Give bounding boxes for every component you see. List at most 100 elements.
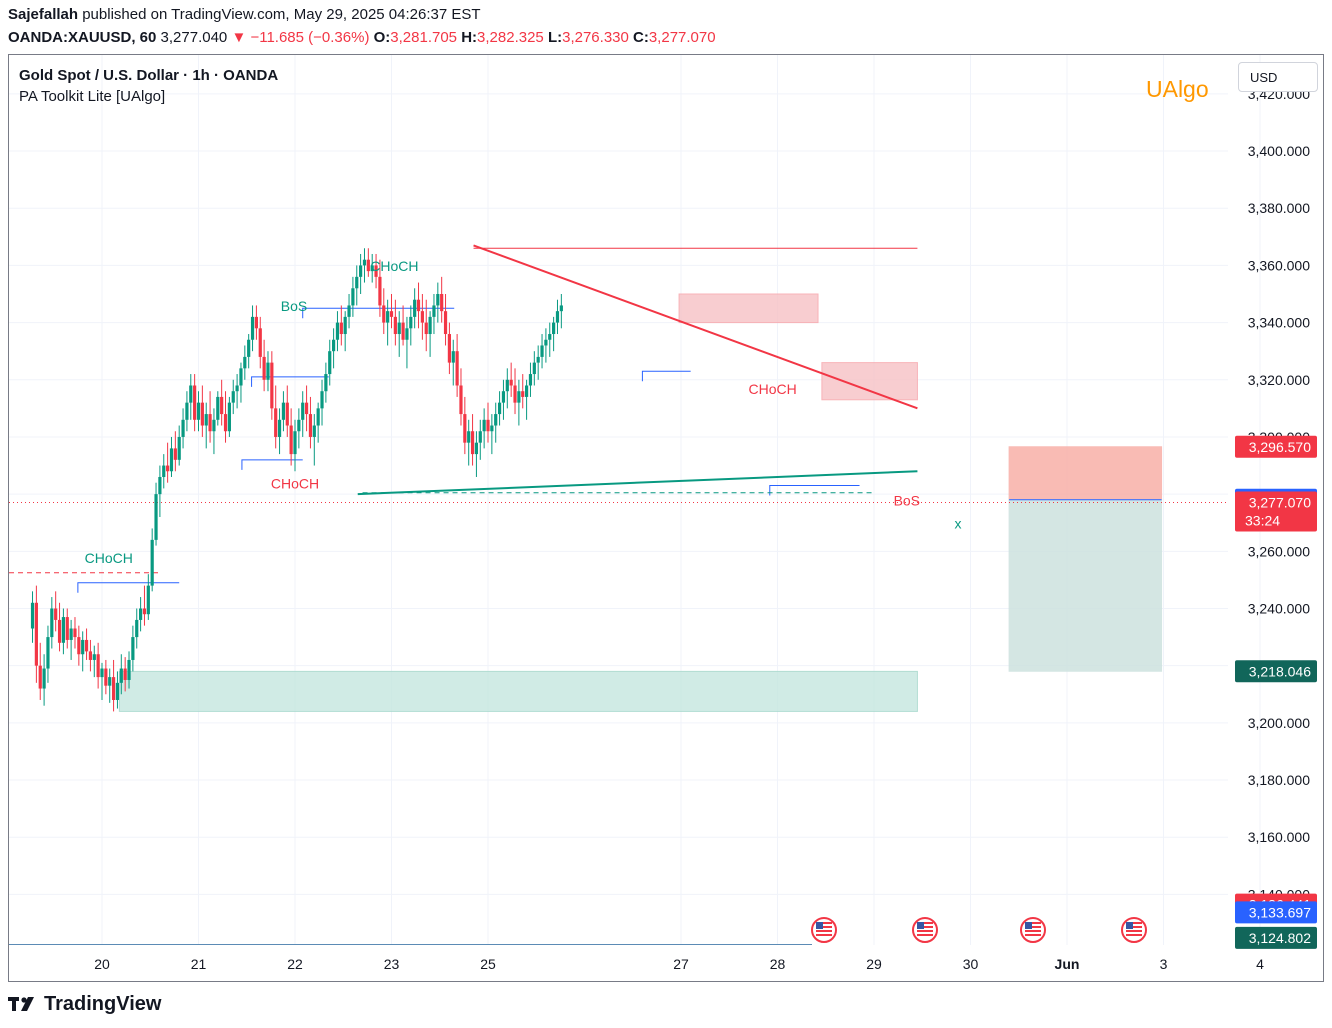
bull-candle: [428, 311, 432, 357]
price-label-box: [1235, 491, 1317, 532]
tradingview-logo[interactable]: TradingView: [8, 993, 161, 1016]
bull-candle: [196, 391, 201, 432]
bear-candle: [401, 305, 405, 346]
candle-body: [409, 316, 413, 329]
bear-candle: [166, 442, 170, 483]
bull-candle: [451, 339, 455, 386]
bull-candle: [501, 379, 506, 420]
price-label-box: [1235, 901, 1317, 924]
candle-body: [374, 265, 378, 277]
y-tick-label: 3,360.000: [1248, 257, 1310, 273]
currency-button[interactable]: USD: [1238, 62, 1318, 92]
candle-body: [57, 619, 62, 643]
candle-body: [386, 311, 390, 323]
trendline: [473, 244, 918, 410]
candle-body: [69, 628, 73, 640]
bull-candle: [397, 311, 401, 357]
candle-body: [177, 436, 181, 460]
us-flag-icon[interactable]: [1020, 917, 1046, 943]
bull-candle: [231, 379, 235, 415]
high-key: H:: [461, 29, 478, 46]
candle-body: [332, 339, 336, 352]
bear-candle: [77, 625, 81, 666]
candle-body: [490, 425, 494, 432]
candle-body: [123, 668, 127, 680]
candle-body: [254, 316, 258, 329]
candle-body: [88, 651, 93, 660]
bull-candle: [100, 662, 104, 700]
us-flag-icon[interactable]: [811, 917, 837, 943]
bear-candle: [455, 334, 459, 397]
price-label-box: [1235, 660, 1317, 683]
bull-candle: [335, 311, 340, 352]
candle-body: [316, 408, 320, 426]
bull-candle: [243, 345, 247, 380]
bear-candle: [339, 305, 343, 346]
bull-candle: [127, 651, 131, 689]
bear-candle: [258, 316, 262, 369]
bear-candle: [389, 294, 394, 329]
candle-body: [285, 402, 289, 426]
us-flag-icon[interactable]: [1121, 917, 1147, 943]
us-flag-icon[interactable]: [912, 917, 938, 943]
bull-candle: [146, 574, 150, 620]
high-value: 3,282.325: [477, 29, 544, 46]
bull-candle: [61, 608, 65, 655]
structure-label: CHoCH: [370, 258, 418, 274]
candle-body: [474, 442, 479, 455]
candle-body: [347, 305, 351, 317]
bull-candle: [281, 391, 286, 432]
bear-candle: [304, 385, 309, 432]
bull-candle: [204, 402, 208, 449]
chart-legend-title[interactable]: Gold Spot / U.S. Dollar · 1h · OANDA: [19, 67, 279, 84]
supply-zone: [678, 293, 819, 324]
price-label-text: 3,218.046: [1249, 663, 1311, 679]
structure-line: [77, 582, 180, 593]
bull-candle: [544, 328, 548, 363]
flag-stripe: [1126, 926, 1142, 928]
bull-candle: [482, 408, 486, 449]
y-tick-label: 3,320.000: [1248, 372, 1310, 388]
candle-body: [443, 311, 448, 335]
flag-stripe: [917, 934, 933, 936]
candle-body: [139, 608, 143, 620]
candle-body: [536, 356, 540, 363]
bull-candle: [169, 436, 174, 477]
bear-candle: [262, 339, 266, 392]
y-tick-label: 3,400.000: [1248, 143, 1310, 159]
ohlc-header: OANDA:XAUUSD, 60 3,277.040 ▼ −11.685 (−0…: [8, 29, 716, 46]
candle-body: [258, 328, 262, 357]
x-tick-label: 20: [94, 956, 110, 972]
x-tick-label: 28: [770, 956, 786, 972]
candle-body: [34, 602, 38, 666]
x-tick-label: 4: [1256, 956, 1264, 972]
candle-body: [104, 668, 108, 686]
short_target-zone: [1008, 499, 1163, 672]
candle-body: [486, 419, 490, 432]
bull-candle: [436, 282, 440, 323]
bear-candle: [220, 379, 224, 426]
bull-candle: [139, 597, 143, 632]
price-label-box: [1235, 435, 1317, 458]
tradingview-logo-icon: [8, 996, 34, 1011]
indicator-legend[interactable]: PA Toolkit Lite [UAlgo]: [19, 88, 166, 105]
candle-body: [428, 316, 432, 335]
candle-body: [482, 419, 486, 432]
candle-body: [293, 431, 297, 455]
candle-body: [127, 659, 131, 680]
candle-body: [30, 602, 35, 629]
bull-candle: [355, 265, 359, 306]
publisher-name[interactable]: Sajefallah: [8, 6, 79, 23]
flag-canton: [1126, 922, 1133, 929]
bull-candle: [216, 391, 220, 426]
flag-stripe: [816, 930, 832, 932]
candle-body: [494, 414, 498, 426]
symbol-label: OANDA:XAUUSD, 60: [8, 29, 157, 46]
candle-body: [235, 385, 239, 392]
candle-body: [135, 619, 139, 638]
bear-candle: [208, 391, 212, 443]
bear-candle: [521, 374, 525, 409]
candle-body: [42, 668, 46, 689]
y-tick-label: 3,180.000: [1248, 772, 1310, 788]
